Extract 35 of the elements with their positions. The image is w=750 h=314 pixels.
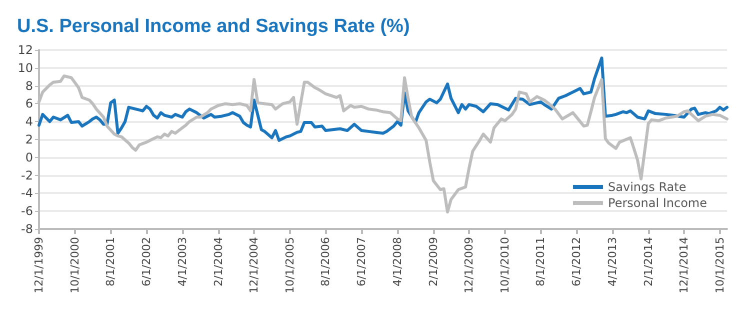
x-tick-label: 12/1/1999	[32, 237, 46, 294]
x-tick-label: 4/1/2008	[390, 237, 404, 286]
y-tick-label: -8	[21, 222, 33, 236]
y-tick-label: 12	[18, 43, 33, 57]
y-tick-label: -6	[21, 204, 33, 218]
legend-label: Savings Rate	[608, 180, 686, 194]
chart-title: U.S. Personal Income and Savings Rate (%)	[17, 16, 410, 37]
x-tick-label: 12/1/2009	[462, 237, 476, 294]
x-tick-label: 10/1/2010	[498, 237, 512, 294]
x-tick-label: 8/1/2001	[104, 237, 118, 286]
y-tick-label: 0	[25, 150, 33, 164]
y-tick-label: 6	[25, 96, 33, 111]
x-tick-label: 4/1/2013	[606, 237, 619, 286]
x-tick-label: 10/1/2005	[283, 237, 296, 294]
y-tick-label: 2	[25, 132, 33, 146]
x-tick-label: 2/1/2014	[642, 237, 655, 286]
x-tick-label: 6/1/2007	[354, 237, 368, 286]
y-tick-label: 8	[25, 78, 33, 93]
y-tick-label: 10	[18, 60, 33, 75]
x-tick-label: 10/1/2000	[68, 237, 82, 294]
legend-label: Personal Income	[608, 196, 707, 210]
x-tick-label: 4/1/2003	[176, 237, 189, 286]
x-tick-label: 10/1/2015	[713, 237, 726, 294]
y-tick-label: -2	[21, 168, 33, 182]
x-tick-label: 6/1/2002	[140, 237, 153, 286]
y-tick-label: 4	[25, 114, 33, 129]
x-tick-label: 12/1/2014	[678, 237, 691, 294]
x-tick-label: 2/1/2004	[212, 237, 225, 286]
y-tick-label: -4	[21, 186, 33, 200]
x-tick-label: 12/1/2004	[248, 237, 261, 294]
x-tick-label: 8/1/2006	[319, 237, 332, 286]
line-series	[38, 56, 728, 142]
x-tick-label: 2/1/2009	[426, 237, 440, 286]
x-tick-label: 8/1/2011	[534, 237, 548, 286]
x-tick-label: 6/1/2012	[570, 237, 584, 286]
